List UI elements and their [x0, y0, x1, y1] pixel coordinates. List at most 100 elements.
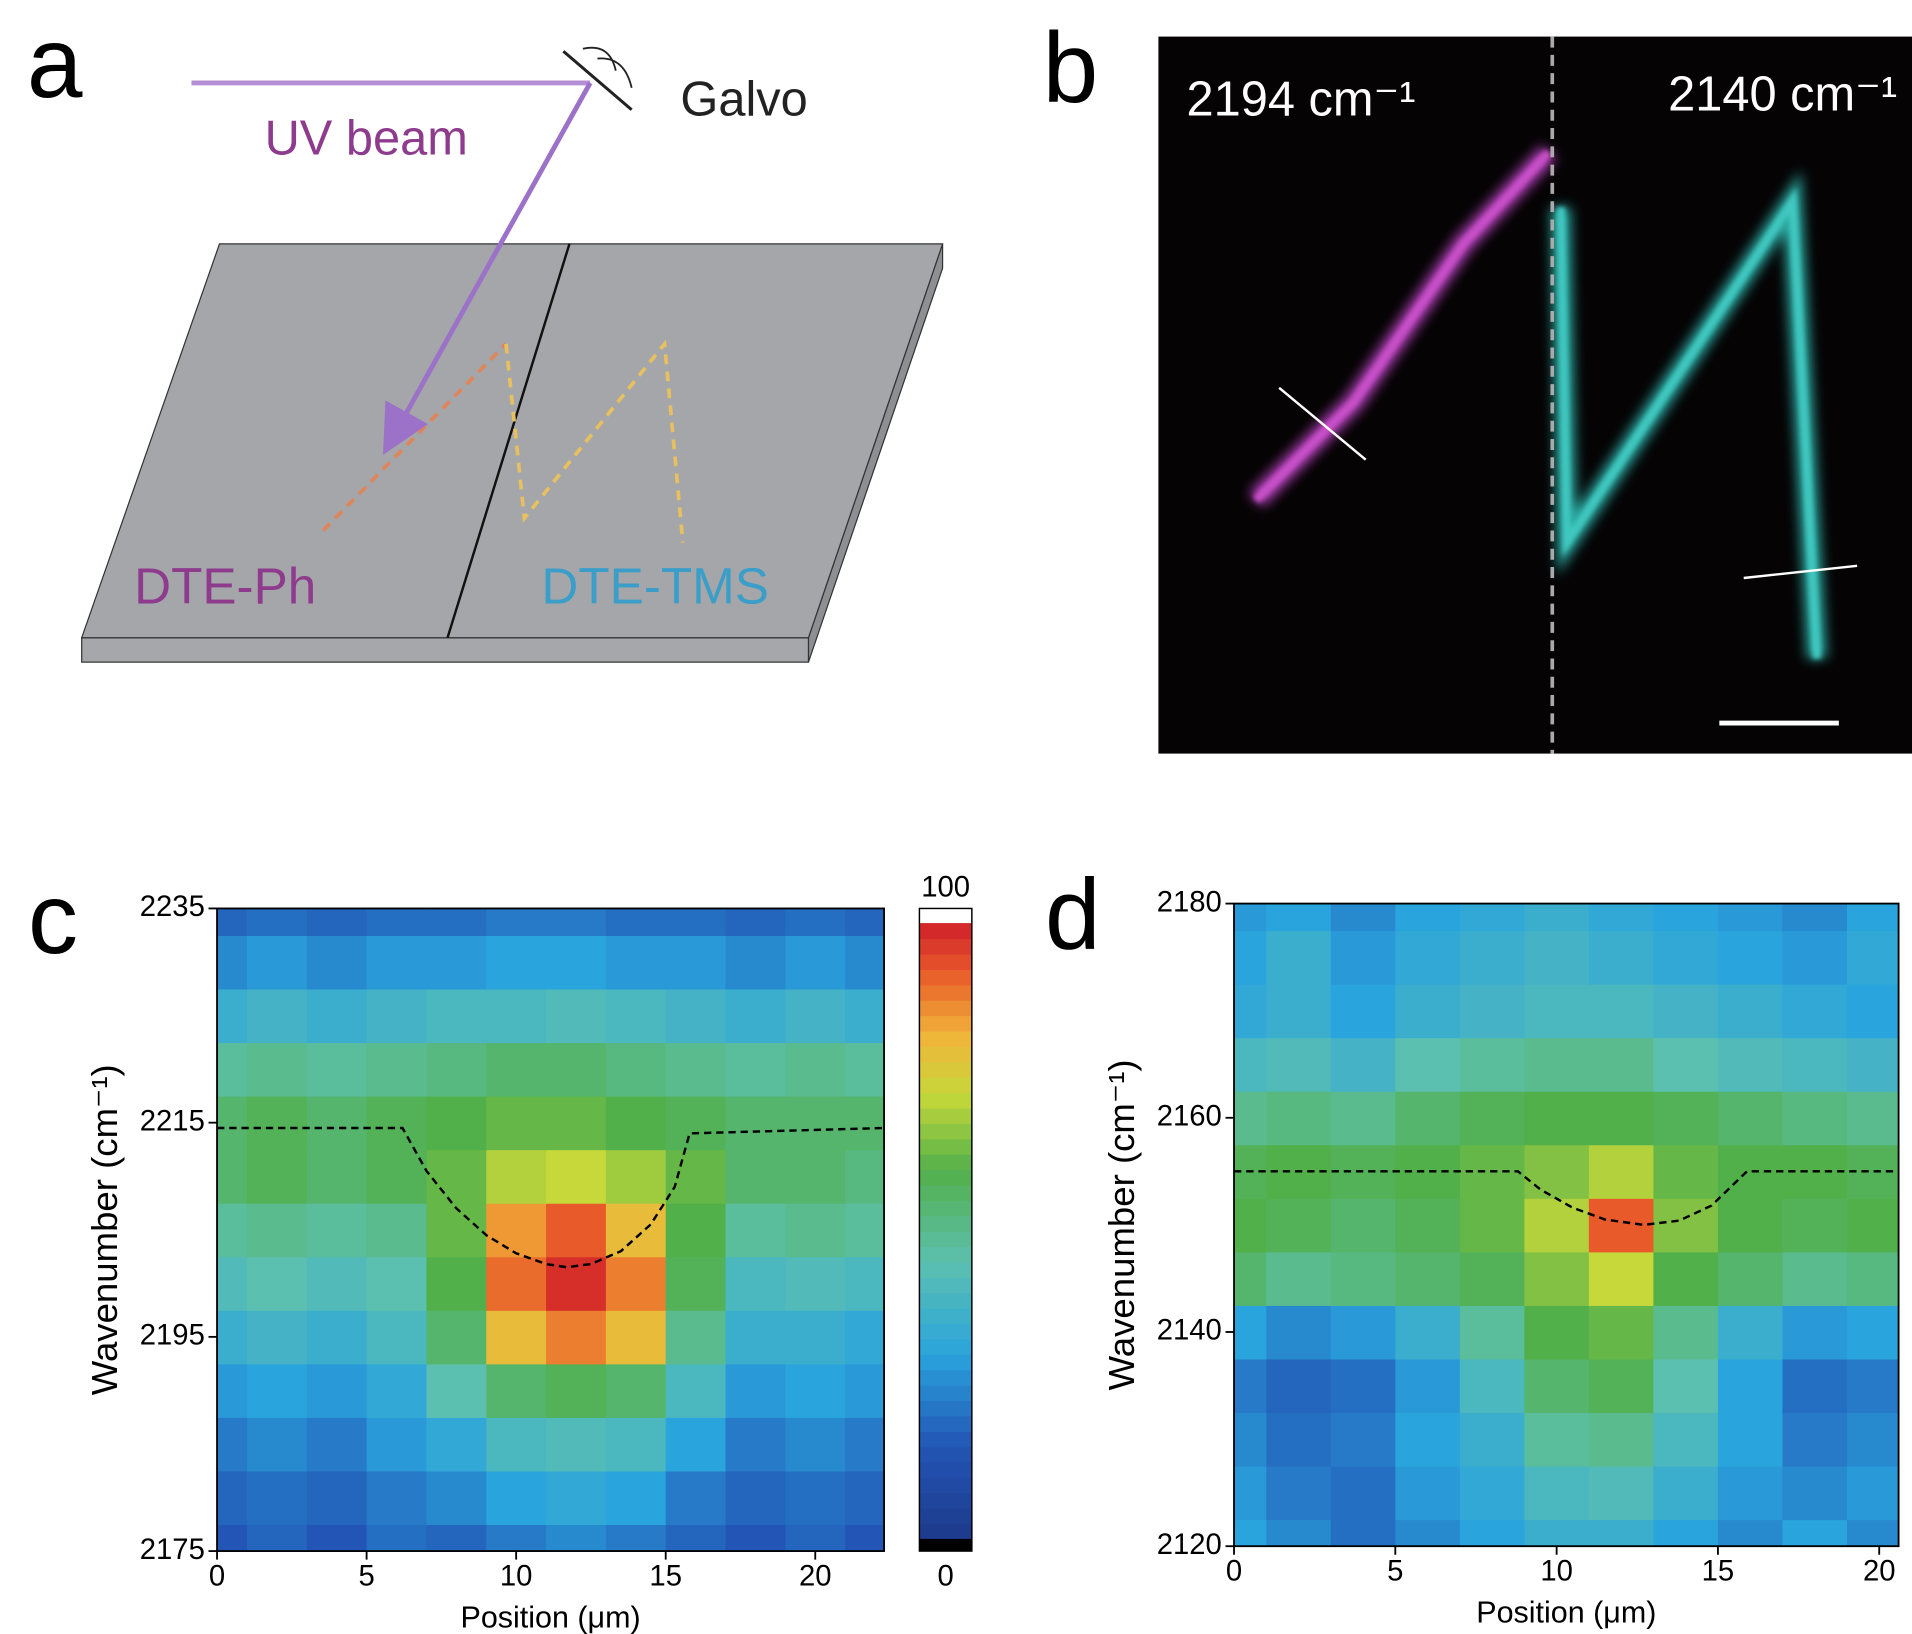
chart-panel: 051015202120214021602180Position (μm)Wav…: [1045, 858, 1912, 1629]
heat-cell: [1847, 1359, 1912, 1413]
heat-cell: [486, 1096, 547, 1150]
heat-cell: [1653, 1037, 1718, 1091]
heat-cell: [1718, 984, 1783, 1038]
heat-cell: [606, 1471, 667, 1525]
heat-cell: [367, 1203, 428, 1257]
heat-cell: [845, 1310, 906, 1364]
heat-cell: [845, 1471, 906, 1525]
channel-label: 2140 cm⁻¹: [1668, 67, 1897, 121]
panel-a: a Galvo UV beam DTE-Ph DTE-TMS: [27, 7, 943, 662]
heat-cell: [1395, 1412, 1460, 1466]
heat-cell: [247, 935, 308, 989]
colorbar-step: [919, 1185, 971, 1201]
heat-cell: [666, 1310, 727, 1364]
heat-cell: [666, 935, 727, 989]
colorbar-step: [919, 1431, 971, 1447]
y-tick-label: 2140: [1157, 1315, 1222, 1347]
colorbar-step: [919, 1323, 971, 1339]
colorbar-step: [919, 1262, 971, 1278]
colorbar-step: [919, 1293, 971, 1309]
colorbar-step: [919, 1246, 971, 1262]
heat-cell: [726, 989, 787, 1043]
heat-cell: [1847, 930, 1912, 984]
heat-cell: [785, 1257, 846, 1311]
heat-cell: [426, 1096, 487, 1150]
material-label: DTE-Ph: [134, 558, 316, 615]
heat-cell: [845, 1042, 906, 1096]
heat-cell: [1782, 1412, 1847, 1466]
heat-cell: [1589, 1466, 1654, 1520]
galvo-label: Galvo: [680, 72, 807, 126]
heat-cell: [1460, 984, 1525, 1038]
heat-cell: [845, 1364, 906, 1418]
heat-cell: [307, 1471, 368, 1525]
x-tick-label: 0: [209, 1561, 225, 1593]
heat-cell: [1782, 984, 1847, 1038]
heat-cell: [1847, 1198, 1912, 1252]
heat-cell: [1718, 1412, 1783, 1466]
heat-cell: [426, 1310, 487, 1364]
heat-cell: [1524, 1198, 1589, 1252]
heat-cell: [1589, 930, 1654, 984]
galvo-rotation: [583, 48, 632, 88]
colorbar-step: [919, 1200, 971, 1216]
charts: 051015202175219522152235Position (μm)Wav…: [28, 858, 1912, 1634]
heat-cell: [1782, 1466, 1847, 1520]
heat-cell: [1331, 1305, 1396, 1359]
heat-cell: [1460, 1252, 1525, 1306]
heat-cell: [666, 1042, 727, 1096]
heat-cell: [367, 1471, 428, 1525]
y-tick-label: 2180: [1157, 886, 1222, 918]
heat-cell: [426, 1471, 487, 1525]
heat-cell: [785, 1042, 846, 1096]
heat-cell: [1589, 1359, 1654, 1413]
x-tick-label: 20: [1863, 1556, 1896, 1588]
heat-cell: [1266, 1252, 1331, 1306]
heat-cell: [307, 1417, 368, 1471]
heat-cell: [1589, 1198, 1654, 1252]
heat-cell: [606, 1310, 667, 1364]
heat-cell: [1653, 1252, 1718, 1306]
heat-cell: [307, 1203, 368, 1257]
heat-cell: [726, 1149, 787, 1203]
heat-cell: [1782, 930, 1847, 984]
x-tick-label: 15: [649, 1561, 682, 1593]
panel-label: b: [1043, 12, 1099, 124]
heat-cell: [367, 1096, 428, 1150]
heat-cell: [1653, 1305, 1718, 1359]
heat-cell: [1331, 1198, 1396, 1252]
heat-cell: [247, 1203, 308, 1257]
heat-cell: [1460, 1359, 1525, 1413]
heat-cell: [1524, 1412, 1589, 1466]
y-tick-label: 2175: [140, 1534, 205, 1566]
heat-cell: [247, 1149, 308, 1203]
heat-cell: [1331, 1252, 1396, 1306]
heat-cell: [1331, 1359, 1396, 1413]
colorbar-step: [919, 1139, 971, 1155]
heat-cell: [785, 1310, 846, 1364]
chart-panel: 051015202175219522152235Position (μm)Wav…: [28, 863, 972, 1634]
heat-cell: [1589, 1305, 1654, 1359]
heatmap: [1202, 877, 1912, 1574]
heat-cell: [666, 1417, 727, 1471]
heat-cell: [247, 1364, 308, 1418]
colorbar-step: [919, 1523, 971, 1539]
heat-cell: [486, 1042, 547, 1096]
colorbar-step: [919, 1385, 971, 1401]
heat-cell: [546, 1096, 607, 1150]
heat-cell: [367, 935, 428, 989]
heat-cell: [1653, 1359, 1718, 1413]
heat-cell: [1395, 984, 1460, 1038]
colorbar-step: [919, 1031, 971, 1047]
x-tick-label: 0: [1226, 1556, 1242, 1588]
heat-cell: [666, 989, 727, 1043]
heat-cell: [1331, 984, 1396, 1038]
heat-cell: [307, 935, 368, 989]
heat-cell: [1847, 984, 1912, 1038]
heat-cell: [1395, 1198, 1460, 1252]
heat-cell: [1266, 1091, 1331, 1145]
heat-cell: [486, 1203, 547, 1257]
heat-cell: [785, 1203, 846, 1257]
heat-cell: [307, 1149, 368, 1203]
x-tick-label: 20: [799, 1561, 832, 1593]
